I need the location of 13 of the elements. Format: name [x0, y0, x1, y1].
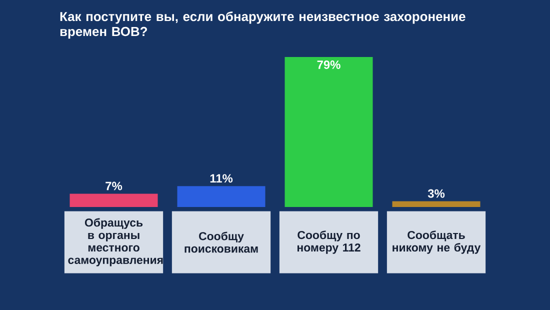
bar	[284, 57, 373, 207]
bar	[70, 194, 158, 207]
x-tick-label: Обращусь в органы местного самоуправления	[68, 218, 163, 266]
data-label: 7%	[106, 182, 122, 190]
bar	[177, 186, 266, 207]
x-tick-label: Сообщать никому не буду	[392, 230, 481, 254]
chart-title: Как поступите вы, если обнаружите неизвестное захоронение времен ВОВ?	[60, 12, 466, 39]
data-label: 11%	[210, 174, 233, 183]
x-tick-label: Сообщу по номеру 112	[297, 230, 360, 254]
data-label: 3%	[428, 189, 445, 198]
data-label: 79%	[317, 60, 340, 69]
x-tick-label: Сообщу поисковикам	[184, 232, 258, 253]
bar	[392, 201, 480, 207]
